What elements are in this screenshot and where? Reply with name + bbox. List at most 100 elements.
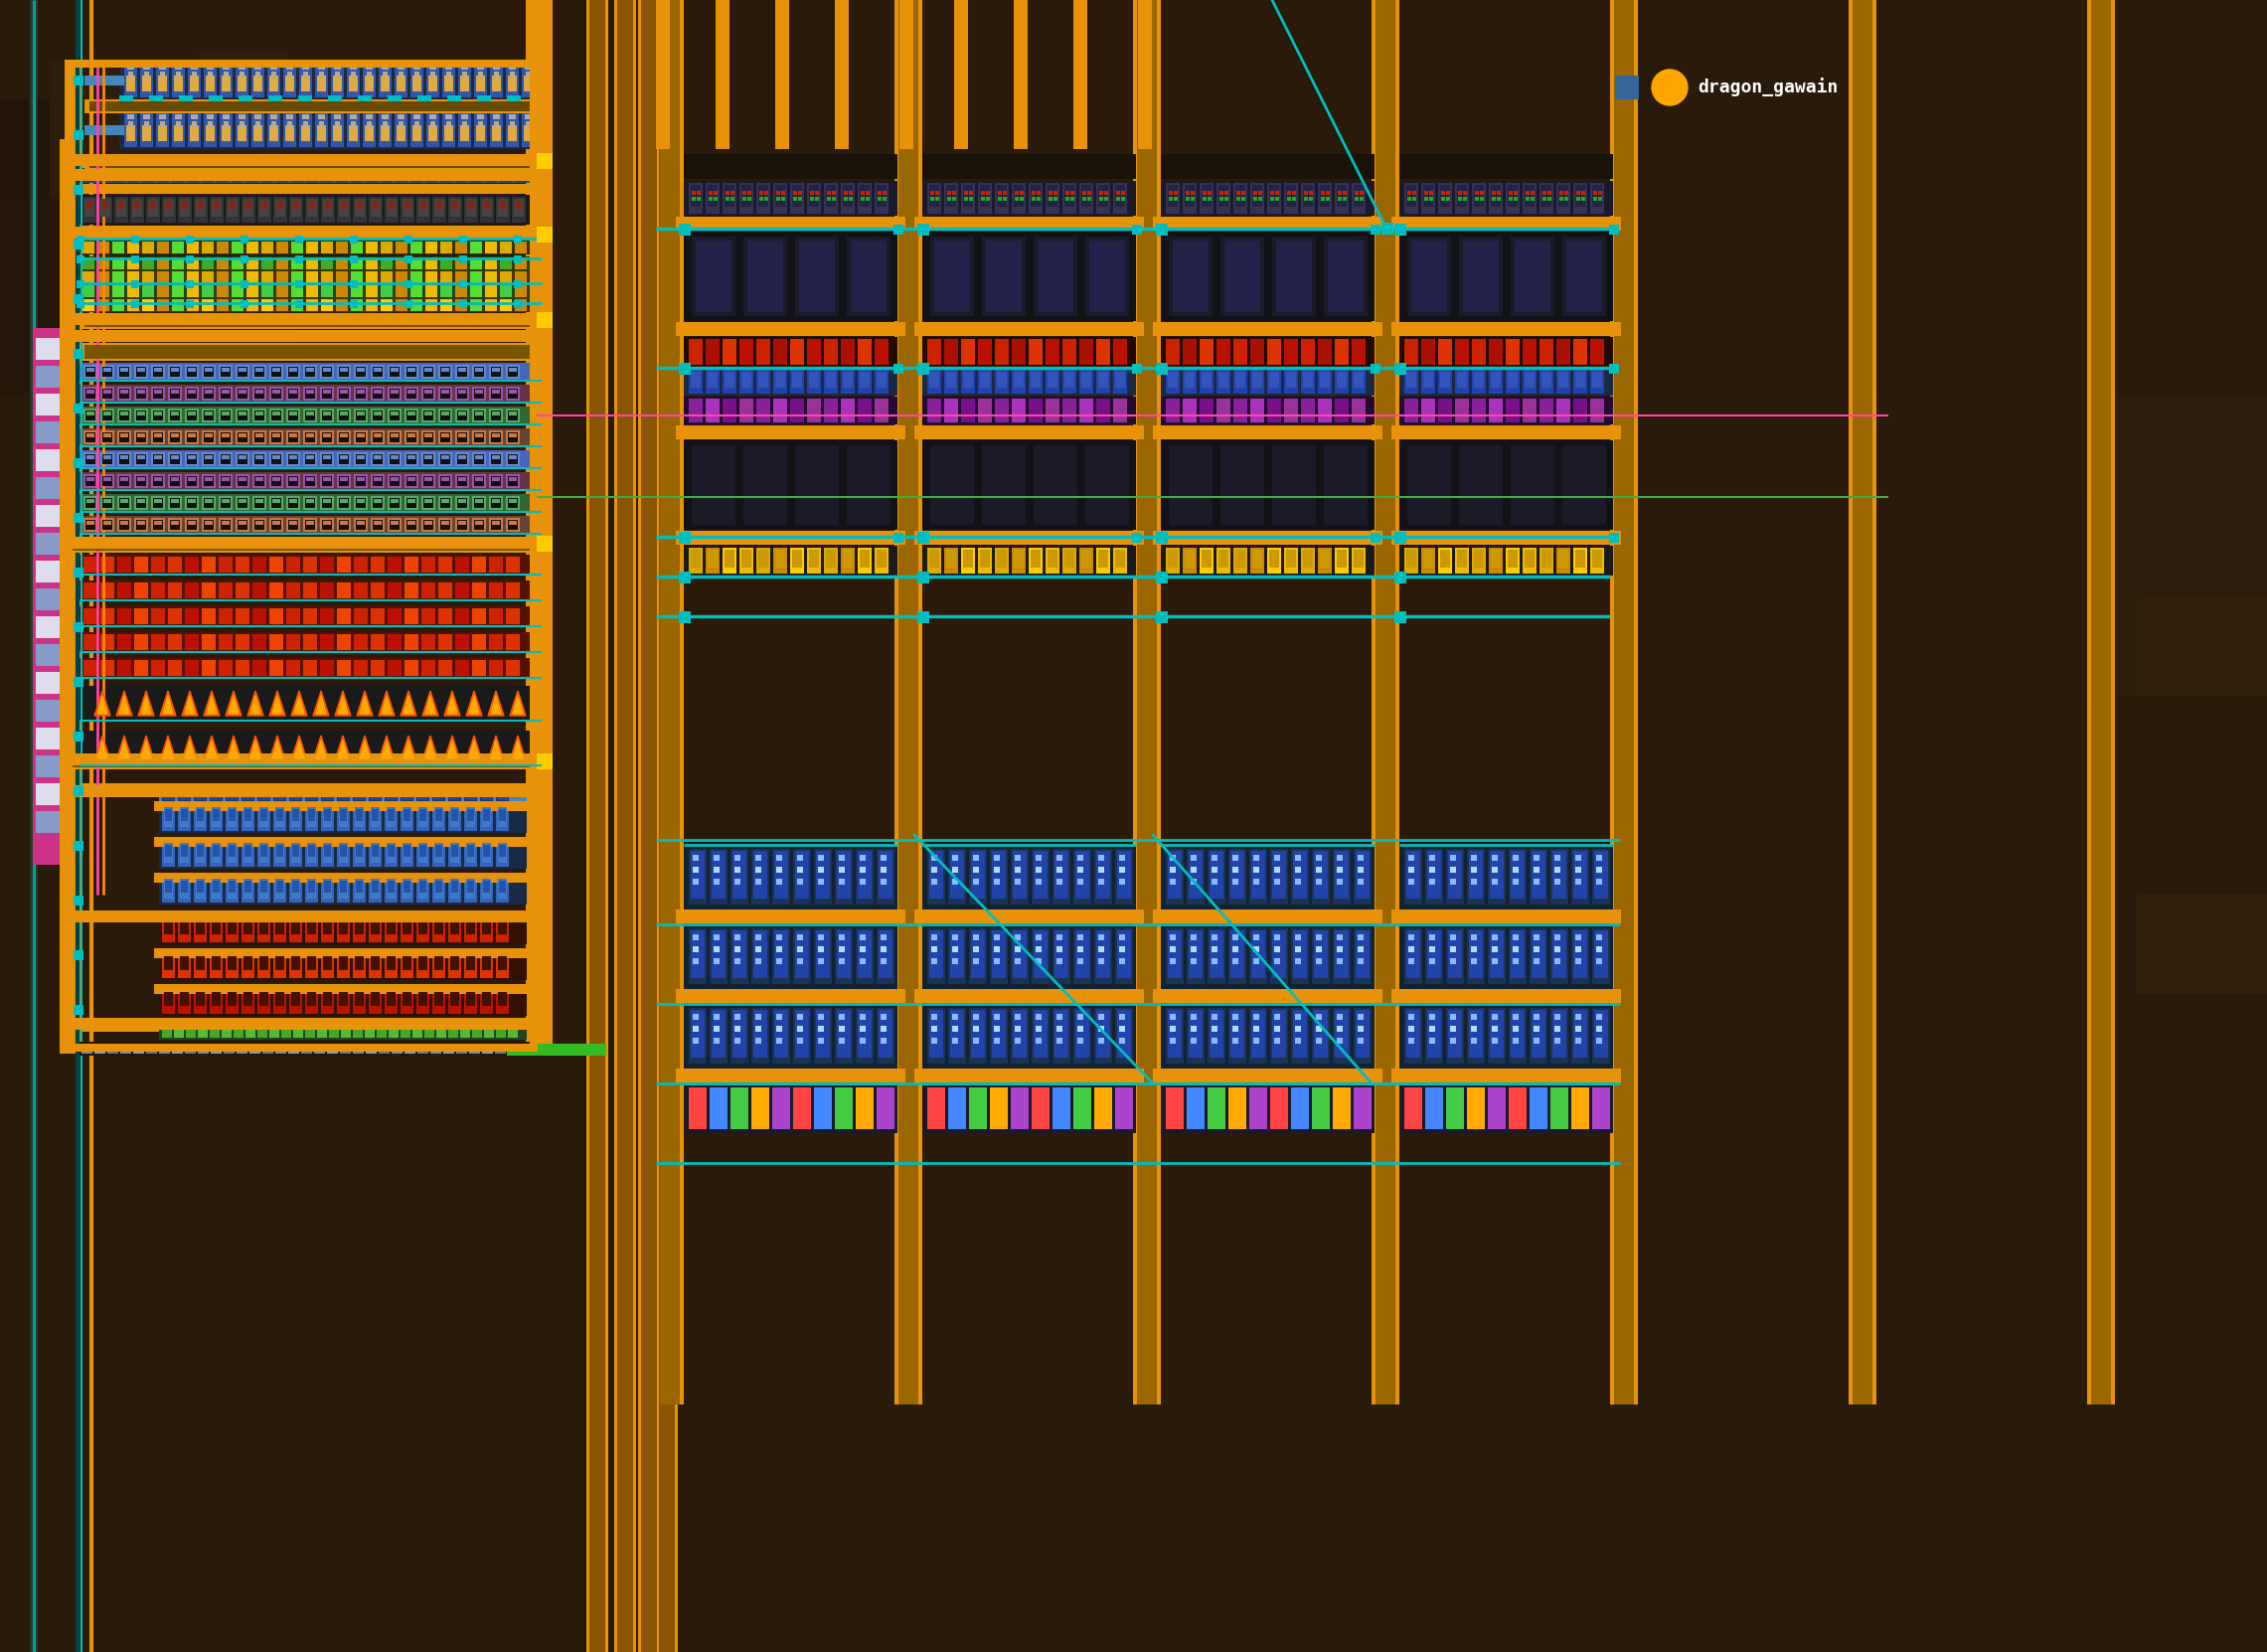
Bar [929, 372, 939, 388]
Bar [1508, 197, 1512, 202]
Bar [231, 241, 243, 253]
Bar [159, 64, 165, 69]
Bar [714, 854, 719, 861]
Bar [755, 854, 762, 861]
Bar [100, 608, 113, 624]
Bar [973, 1014, 979, 1019]
Bar [360, 477, 365, 481]
Bar [213, 202, 220, 208]
Bar [413, 114, 419, 119]
Bar [923, 368, 1136, 395]
Bar [127, 226, 138, 238]
Bar [1170, 935, 1177, 940]
Bar [322, 170, 333, 183]
Bar [204, 411, 209, 416]
Bar [496, 841, 508, 867]
Bar [107, 456, 111, 459]
Bar [161, 197, 177, 223]
Polygon shape [163, 740, 172, 758]
Bar [512, 499, 517, 502]
Bar [1489, 370, 1503, 393]
Bar [506, 517, 519, 532]
Bar [877, 849, 895, 905]
Bar [1217, 550, 1229, 568]
Polygon shape [487, 691, 503, 715]
Bar [417, 877, 428, 902]
Bar [320, 365, 333, 378]
Bar [723, 548, 737, 573]
Bar [739, 339, 753, 365]
Bar [338, 453, 351, 466]
Bar [79, 428, 537, 446]
Bar [827, 192, 832, 195]
Bar [923, 441, 1136, 530]
Bar [204, 454, 213, 464]
Bar [349, 256, 358, 263]
Bar [714, 879, 719, 884]
Bar [1449, 851, 1462, 899]
Bar [685, 844, 898, 910]
Bar [660, 0, 680, 1404]
Bar [759, 185, 769, 206]
Bar [222, 126, 231, 140]
Bar [973, 879, 979, 884]
Bar [750, 1008, 769, 1064]
Bar [236, 517, 249, 532]
Bar [86, 202, 93, 208]
Bar [995, 370, 1009, 393]
Bar [918, 225, 927, 235]
Bar [1451, 1026, 1455, 1032]
Bar [365, 299, 379, 311]
Bar [496, 390, 501, 393]
Bar [218, 557, 234, 573]
Bar [1229, 849, 1247, 905]
Bar [1190, 197, 1195, 202]
Bar [1274, 947, 1281, 952]
Bar [172, 286, 184, 297]
Bar [936, 192, 939, 195]
Bar [485, 299, 496, 311]
Bar [129, 197, 145, 223]
Bar [712, 851, 725, 899]
Bar [1510, 1009, 1526, 1057]
Bar [465, 988, 476, 1014]
Bar [211, 991, 220, 1006]
Bar [456, 271, 467, 282]
Bar [877, 185, 886, 206]
Bar [1097, 1014, 1104, 1019]
Bar [227, 988, 238, 1014]
Bar [478, 456, 483, 459]
Polygon shape [379, 735, 394, 760]
Bar [218, 474, 234, 487]
Bar [406, 367, 417, 377]
Bar [372, 431, 385, 444]
Bar [161, 1044, 170, 1052]
Bar [1170, 958, 1177, 965]
Bar [385, 785, 397, 801]
Bar [1526, 550, 1535, 568]
Bar [818, 879, 823, 884]
Bar [1190, 1014, 1197, 1019]
Bar [388, 879, 394, 899]
Bar [1174, 197, 1179, 202]
Bar [1202, 550, 1211, 568]
Bar [91, 411, 95, 416]
Bar [107, 433, 111, 438]
Bar [1120, 1026, 1124, 1032]
Bar [401, 805, 413, 831]
Bar [512, 520, 517, 525]
Bar [63, 783, 537, 798]
Bar [261, 202, 268, 208]
Bar [306, 988, 317, 1014]
Bar [755, 958, 762, 965]
Bar [372, 408, 385, 423]
Bar [204, 64, 218, 97]
Bar [175, 520, 179, 525]
Bar [306, 410, 315, 421]
Bar [170, 390, 175, 393]
Bar [406, 410, 417, 421]
Bar [478, 433, 483, 438]
Bar [227, 368, 229, 372]
Bar [1399, 545, 1614, 575]
Bar [177, 917, 190, 942]
